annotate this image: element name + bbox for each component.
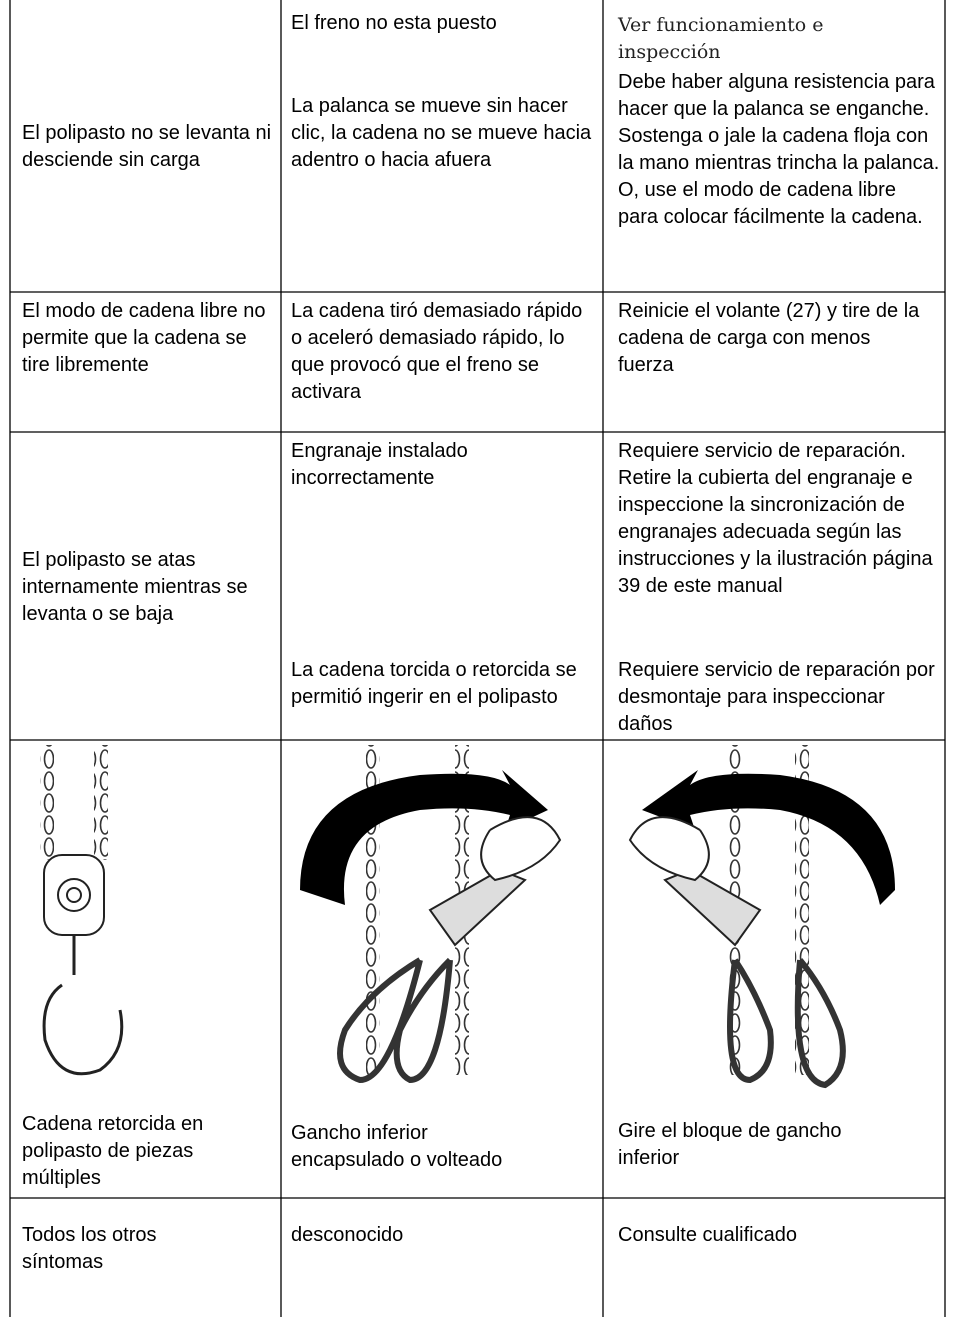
cell-text: Requiere servicio de reparación por desm… (618, 659, 935, 735)
hoist-illustration (40, 745, 124, 1076)
hook-flip-left-illustration (628, 745, 895, 1089)
cell-text: Cadena retorcida en polipasto de piezas … (22, 1113, 204, 1189)
cell-text: El modo de cadena libre no permite que l… (22, 300, 266, 376)
cell-text: Reinicie el volante (27) y tire de la ca… (618, 300, 920, 376)
cell-text: El freno no esta puesto (291, 12, 497, 34)
cell-text: El polipasto no se levanta ni desciende … (22, 122, 272, 171)
hook-flip-right-illustration (300, 745, 562, 1084)
cell-text: Ver funcionamiento e inspección (618, 14, 824, 63)
cell-text: Todos los otros síntomas (22, 1224, 157, 1273)
cell-text: La cadena torcida o retorcida se permiti… (291, 659, 577, 708)
cell-text: Gancho inferior encapsulado o volteado (291, 1122, 503, 1171)
cell-text: Consulte cualificado (618, 1224, 797, 1246)
cell-text: Gire el bloque de gancho inferior (618, 1120, 842, 1169)
cell-text: El polipasto se atas internamente mientr… (22, 549, 248, 625)
cell-text: La palanca se mueve sin hacer clic, la c… (291, 95, 592, 171)
cell-text: Requiere servicio de reparación. Retire … (618, 440, 933, 597)
cell-text: La cadena tiró demasiado rápido o aceler… (291, 300, 583, 403)
cell-text: Debe haber alguna resistencia para hacer… (618, 71, 940, 228)
cell-text: Engranaje instalado incorrectamente (291, 440, 468, 489)
cell-text: desconocido (291, 1224, 404, 1246)
